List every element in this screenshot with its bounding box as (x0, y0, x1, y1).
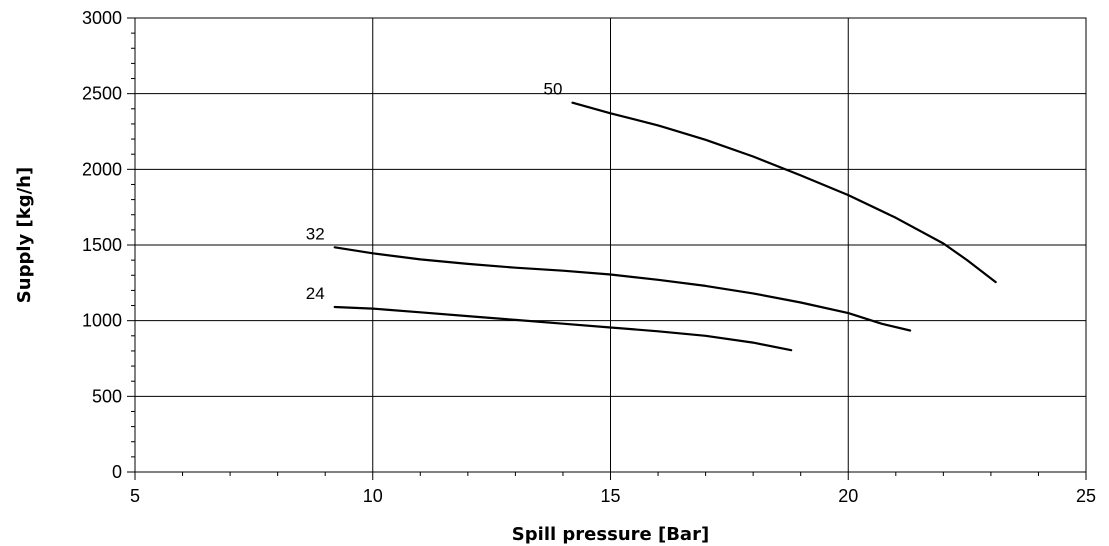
plot-area-frame (134, 17, 1087, 473)
series-line-24 (333, 305, 793, 352)
y-axis-tick-labels: 0 500 1000 1500 2000 2500 3000 (82, 8, 122, 482)
y-tick-label-3: 1500 (82, 235, 122, 255)
y-tick-label-1: 500 (92, 386, 122, 406)
x-tick-label-0: 5 (130, 486, 140, 506)
x-axis-title: Spill pressure [Bar] (512, 524, 709, 545)
x-tick-label-1: 10 (363, 486, 383, 506)
x-tick-label-4: 25 (1076, 486, 1096, 506)
minor-ticks (127, 17, 1087, 480)
series-line-50 (571, 101, 997, 284)
grid-lines (134, 17, 1087, 473)
y-tick-label-2: 1000 (82, 311, 122, 331)
y-tick-label-4: 2000 (82, 159, 122, 179)
series-label-24: 24 (306, 284, 325, 303)
y-axis-title: Supply [kg/h] (14, 167, 35, 303)
y-tick-label-6: 3000 (82, 8, 122, 28)
series-line-32 (333, 246, 912, 332)
series-label-50: 50 (544, 80, 563, 99)
x-tick-label-2: 15 (600, 486, 620, 506)
x-tick-label-3: 20 (838, 486, 858, 506)
series-lines (333, 101, 997, 352)
y-tick-label-5: 2500 (82, 84, 122, 104)
x-axis-tick-labels: 5 10 15 20 25 (130, 486, 1096, 506)
series-labels: 50 32 24 (306, 80, 563, 303)
y-tick-label-0: 0 (112, 462, 122, 482)
series-label-32: 32 (306, 224, 325, 243)
